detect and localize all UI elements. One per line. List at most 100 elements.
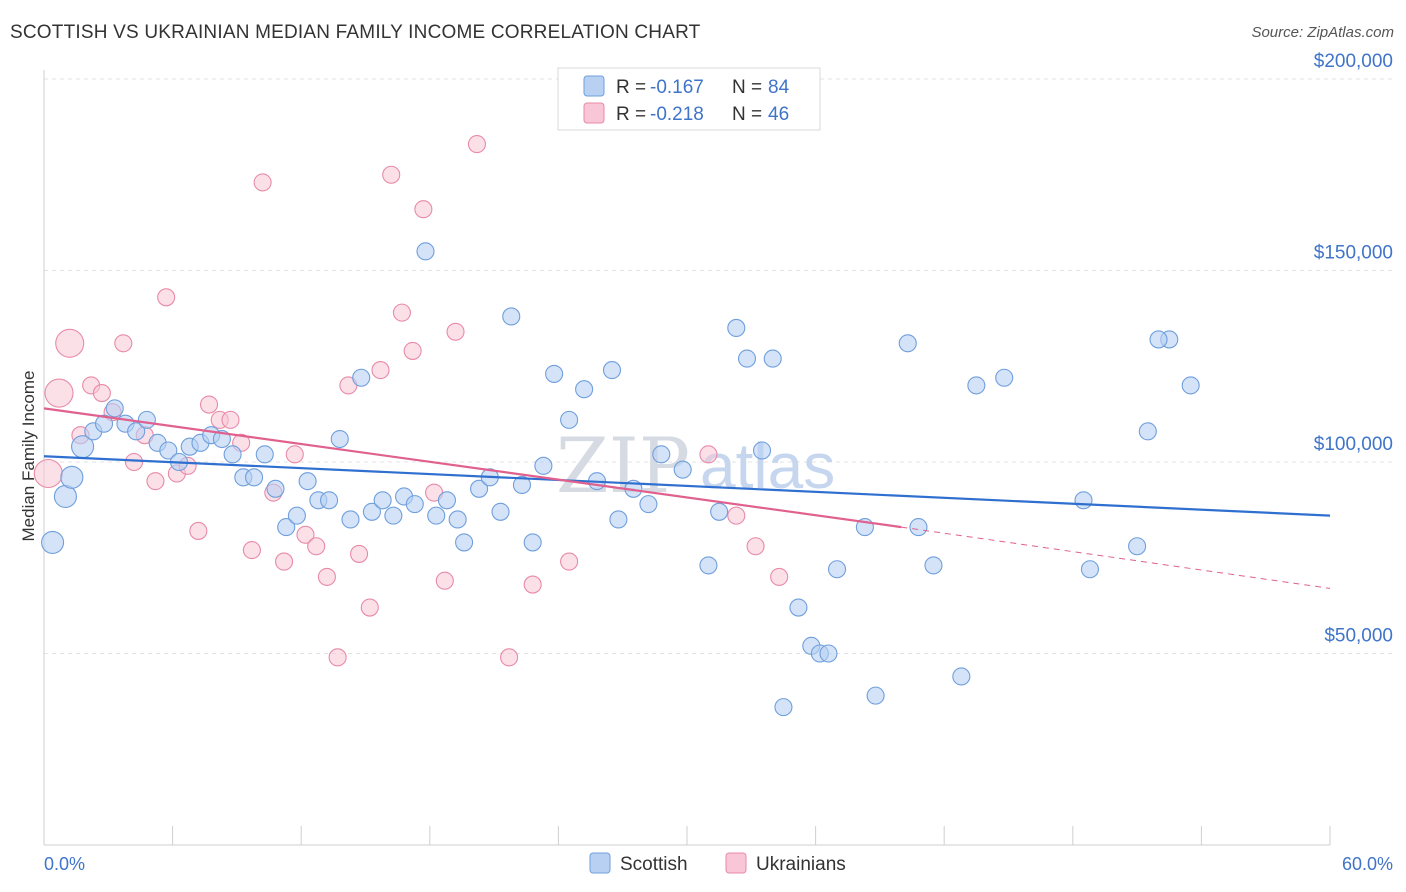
- scottish-point-40: [470, 479, 489, 498]
- ukrainian-point-7: [114, 334, 133, 353]
- ukrainian-point-11: [157, 288, 176, 307]
- scottish-point-47: [545, 364, 564, 383]
- ukrainian-point-14: [189, 521, 208, 540]
- scottish-point-26: [320, 491, 339, 510]
- scottish-point-28: [341, 510, 360, 529]
- scottish-point-72: [909, 518, 928, 537]
- scottish-point-9: [137, 410, 156, 429]
- scottish-point-29: [352, 368, 371, 387]
- scottish-point-22: [277, 518, 296, 537]
- ukrainian-point-44: [727, 506, 746, 525]
- scottish-point-75: [967, 376, 986, 395]
- ukrainian-point-27: [328, 648, 347, 667]
- scottish-point-20: [255, 445, 274, 464]
- scottish-point-64: [789, 598, 808, 617]
- scottish-point-48: [560, 410, 579, 429]
- scottish-point-2: [60, 465, 84, 489]
- ukrainian-point-0: [33, 458, 63, 489]
- ukrainian-point-8: [124, 452, 144, 472]
- scottish-point-8: [127, 422, 146, 441]
- ukrainian-point-24: [296, 525, 315, 544]
- scottish-point-49: [575, 380, 594, 399]
- scottish-point-37: [437, 491, 456, 510]
- ukrainian-point-33: [392, 303, 411, 322]
- scottish-point-56: [673, 460, 692, 479]
- x-tick-label-max: 60.0%: [1342, 854, 1393, 874]
- scottish-point-82: [1181, 376, 1200, 395]
- scottish-point-67: [819, 644, 838, 663]
- scottish-point-5: [94, 414, 114, 433]
- y-tick-label-1: $100,000: [1314, 434, 1393, 455]
- scottish-point-78: [1080, 560, 1099, 579]
- scottish-point-46: [534, 456, 553, 475]
- scottish-point-32: [384, 506, 403, 525]
- ukrainian-point-5: [92, 384, 111, 403]
- scottish-point-52: [609, 510, 628, 529]
- ukrainian-point-38: [446, 322, 465, 341]
- ukrainian-point-35: [414, 200, 433, 219]
- scottish-trend-line: [43, 455, 1331, 517]
- scottish-point-43: [502, 307, 521, 326]
- y-tick-labels: $50,000 $100,000 $150,000 $200,000: [1314, 51, 1393, 647]
- bottom-legend-swatch-ukrainian: [725, 852, 747, 874]
- scottish-point-61: [752, 441, 772, 460]
- scottish-point-16: [212, 429, 231, 449]
- y-axis-label: Median Family Income: [19, 370, 38, 541]
- scottish-point-60: [737, 349, 757, 368]
- legend-n-value-scottish: 84: [768, 77, 790, 98]
- scottish-point-57: [699, 556, 718, 575]
- scottish-point-0: [41, 530, 65, 554]
- x-ticks: [43, 826, 1331, 845]
- scottish-point-70: [866, 686, 885, 705]
- bottom-legend-scottish: Scottish: [620, 854, 688, 875]
- legend-r-label-scottish: R =: [616, 77, 646, 98]
- ukrainian-point-20: [253, 173, 272, 192]
- scottish-point-36: [427, 506, 446, 525]
- ukrainian-point-25: [307, 537, 326, 556]
- legend-n-label-ukrainian: N =: [732, 104, 762, 125]
- legend-swatch-ukrainian: [583, 102, 605, 124]
- legend-r-value-ukrainian: -0.218: [650, 104, 704, 125]
- scottish-point-6: [105, 399, 124, 418]
- ukrainian-point-32: [382, 165, 401, 184]
- scottish-point-58: [710, 502, 729, 521]
- ukrainian-point-45: [746, 537, 765, 556]
- scottish-point-74: [952, 667, 971, 686]
- ukrainian-point-19: [242, 541, 261, 560]
- ukrainian-trend-line: [43, 407, 902, 529]
- ukrainian-point-31: [371, 361, 390, 380]
- scottish-point-24: [298, 472, 317, 491]
- gridlines: [44, 78, 1392, 654]
- scottish-point-62: [763, 349, 782, 368]
- ukrainian-point-46: [770, 567, 789, 586]
- watermark: ZIP atlas: [556, 421, 835, 510]
- scottish-point-44: [512, 475, 532, 495]
- scottish-points: [41, 242, 1200, 717]
- y-tick-label-3: $200,000: [1314, 51, 1393, 72]
- scottish-point-83: [1149, 330, 1168, 349]
- x-tick-label-min: 0.0%: [44, 854, 85, 874]
- scottish-point-27: [330, 429, 349, 449]
- bottom-legend: Scottish Ukrainians: [589, 852, 846, 875]
- scottish-point-39: [455, 533, 474, 552]
- scottish-point-19: [244, 468, 264, 487]
- ukrainian-point-1: [44, 378, 74, 408]
- ukrainian-point-43: [699, 445, 718, 464]
- ukrainian-point-17: [221, 410, 240, 429]
- ukrainian-point-10: [146, 472, 165, 491]
- scottish-point-38: [448, 510, 467, 529]
- watermark-zip: ZIP: [556, 421, 690, 510]
- scottish-point-55: [652, 445, 671, 464]
- ukrainian-point-15: [199, 395, 219, 414]
- scottish-point-54: [639, 495, 658, 514]
- scottish-point-21: [266, 479, 285, 498]
- trend-lines: [43, 407, 1331, 589]
- scottish-point-34: [405, 495, 424, 514]
- scottish-point-30: [362, 502, 381, 521]
- scottish-point-77: [1074, 491, 1093, 510]
- legend-r-value-scottish: -0.167: [650, 77, 704, 98]
- scottish-point-76: [995, 368, 1014, 387]
- scottish-point-45: [523, 533, 542, 552]
- ukrainian-point-39: [467, 135, 487, 154]
- scottish-point-79: [1128, 537, 1147, 556]
